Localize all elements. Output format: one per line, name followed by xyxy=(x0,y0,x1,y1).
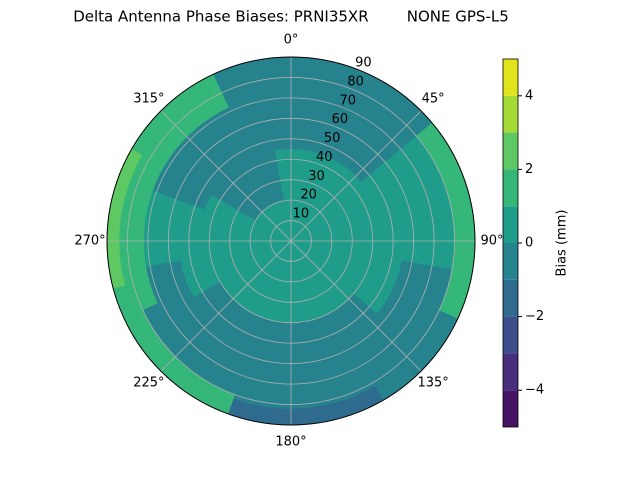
grid-spoke xyxy=(160,240,292,372)
colorbar-band xyxy=(503,390,518,427)
colorbar-tick-label: 0 xyxy=(525,236,533,251)
colorbar-band xyxy=(503,279,518,317)
contour-region xyxy=(124,310,236,414)
contour-region xyxy=(416,122,475,319)
r-tick-label: 60 xyxy=(332,112,349,127)
contour-region xyxy=(185,378,383,425)
theta-tick-label: 315° xyxy=(133,91,164,106)
colorbar-band xyxy=(503,316,518,354)
theta-tick-label: 135° xyxy=(417,376,448,391)
r-tick-label: 70 xyxy=(339,93,356,108)
colorbar-band xyxy=(503,353,518,391)
colorbar-tick-label: −2 xyxy=(525,309,544,324)
theta-tick-label: 225° xyxy=(133,376,164,391)
chart-title: Delta Antenna Phase Biases: PRNI35XR NON… xyxy=(73,8,509,26)
grid-spoke xyxy=(290,240,422,372)
r-tick-label: 50 xyxy=(324,131,341,146)
r-tick-label: 30 xyxy=(308,169,325,184)
theta-tick-label: 45° xyxy=(422,91,445,106)
grid-spoke xyxy=(160,110,292,242)
contour-region xyxy=(107,74,229,319)
colorbar-band xyxy=(503,243,518,280)
colorbar-band xyxy=(503,206,518,243)
colorbar-label: Bias (mm) xyxy=(555,210,570,277)
colorbar-tick-label: −4 xyxy=(525,383,544,398)
grid-spoke xyxy=(290,110,422,242)
theta-tick-label: 90° xyxy=(480,234,503,249)
contour-region xyxy=(107,149,143,289)
r-tick-label: 40 xyxy=(316,150,333,165)
r-tick-label: 80 xyxy=(347,74,364,89)
colorbar-tick-label: 2 xyxy=(525,162,533,177)
theta-tick-label: 0° xyxy=(284,33,299,48)
colorbar-band xyxy=(503,132,518,170)
theta-tick-label: 180° xyxy=(275,435,306,450)
colorbar-band xyxy=(503,169,518,207)
r-tick-label: 10 xyxy=(293,207,310,222)
theta-tick-label: 270° xyxy=(74,234,105,249)
r-tick-label: 20 xyxy=(300,188,317,203)
colorbar-tick-label: 4 xyxy=(525,88,533,103)
contour-region xyxy=(184,120,284,221)
polar-frame xyxy=(106,56,476,426)
r-tick-label: 90 xyxy=(355,56,372,71)
colorbar-band xyxy=(503,59,518,96)
contour-region xyxy=(191,281,379,356)
colorbar-band xyxy=(503,95,518,133)
